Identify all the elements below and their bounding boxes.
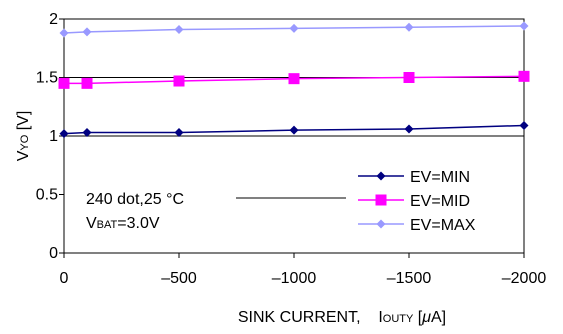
annotation-line-2: VBAT=3.0V bbox=[86, 215, 160, 232]
x-axis-label-unit-open: [ bbox=[413, 309, 422, 326]
legend-item-ev-min: EV=MIN bbox=[358, 169, 470, 186]
data-point-ev-mid bbox=[173, 75, 185, 87]
data-point-ev-max bbox=[82, 27, 92, 37]
series-ev-mid bbox=[58, 70, 530, 89]
data-point-ev-min bbox=[289, 125, 299, 135]
annotation-line-1: 240 dot,25 °C bbox=[86, 191, 184, 208]
data-point-ev-min bbox=[174, 127, 184, 137]
y-tick-label: 0.5 bbox=[36, 187, 58, 204]
x-axis-label: SINK CURRENT, IOUTY [μA] bbox=[238, 309, 446, 326]
data-point-ev-mid bbox=[518, 70, 530, 82]
legend-label: EV=MIN bbox=[410, 169, 470, 186]
x-axis-label-gap bbox=[361, 309, 379, 326]
y-tick-label: 0 bbox=[49, 245, 58, 262]
x-tick-label: –2000 bbox=[502, 270, 547, 287]
y-tick-label: 2 bbox=[49, 11, 58, 28]
x-tick-label: –1500 bbox=[387, 270, 432, 287]
y-tick-label: 1.5 bbox=[36, 70, 58, 87]
data-point-ev-mid bbox=[81, 77, 93, 89]
legend: EV=MIN EV=MID EV=MAX bbox=[358, 169, 476, 234]
x-tick-label: –1000 bbox=[272, 270, 317, 287]
y-axis-ticks: 0 0.5 1 1.5 2 bbox=[36, 11, 64, 262]
y-axis-label-symbol: V bbox=[15, 150, 32, 161]
data-point-ev-min bbox=[59, 129, 69, 139]
x-tick-label: 0 bbox=[60, 270, 69, 287]
x-axis-label-main: SINK CURRENT, bbox=[238, 309, 361, 326]
data-point-ev-max bbox=[519, 21, 529, 31]
x-axis-label-symbol: I bbox=[378, 309, 382, 326]
legend-swatch-marker bbox=[376, 171, 386, 181]
condition-annotation: 240 dot,25 °C VBAT=3.0V bbox=[86, 191, 346, 232]
data-point-ev-max bbox=[289, 23, 299, 33]
legend-swatch-marker bbox=[376, 219, 386, 229]
data-point-ev-mid bbox=[288, 73, 300, 85]
annotation-vbat-value: =3.0V bbox=[117, 215, 160, 232]
data-point-ev-max bbox=[59, 28, 69, 38]
data-point-ev-mid bbox=[58, 77, 70, 89]
legend-label: EV=MID bbox=[410, 193, 470, 210]
data-point-ev-mid bbox=[403, 72, 415, 83]
annotation-vbat-symbol: V bbox=[86, 215, 97, 232]
y-axis-label-unit: [V] bbox=[15, 111, 32, 135]
legend-swatch-marker bbox=[375, 194, 387, 206]
series-ev-min bbox=[59, 120, 529, 139]
x-tick-label: –500 bbox=[161, 270, 197, 287]
legend-item-ev-max: EV=MAX bbox=[358, 217, 476, 234]
annotation-vbat-subscript: BAT bbox=[97, 219, 118, 231]
y-axis-label-subscript: YO bbox=[19, 134, 31, 150]
legend-label: EV=MAX bbox=[410, 217, 476, 234]
y-tick-label: 1 bbox=[49, 128, 58, 145]
data-point-ev-max bbox=[174, 25, 184, 35]
legend-item-ev-mid: EV=MID bbox=[358, 193, 470, 210]
x-axis-ticks: 0 –500 –1000 –1500 –2000 bbox=[60, 253, 547, 287]
data-point-ev-max bbox=[404, 22, 414, 32]
data-point-ev-min bbox=[404, 124, 414, 134]
x-axis-label-unit-close: A] bbox=[431, 309, 446, 326]
x-axis-label-subscript: OUTY bbox=[383, 313, 414, 325]
y-axis-label: VYO [V] bbox=[15, 111, 32, 162]
data-point-ev-min bbox=[82, 127, 92, 137]
series-ev-max bbox=[59, 21, 529, 38]
data-point-ev-min bbox=[519, 120, 529, 130]
x-axis-label-unit-mu: μ bbox=[421, 309, 431, 326]
series-group bbox=[58, 21, 530, 139]
